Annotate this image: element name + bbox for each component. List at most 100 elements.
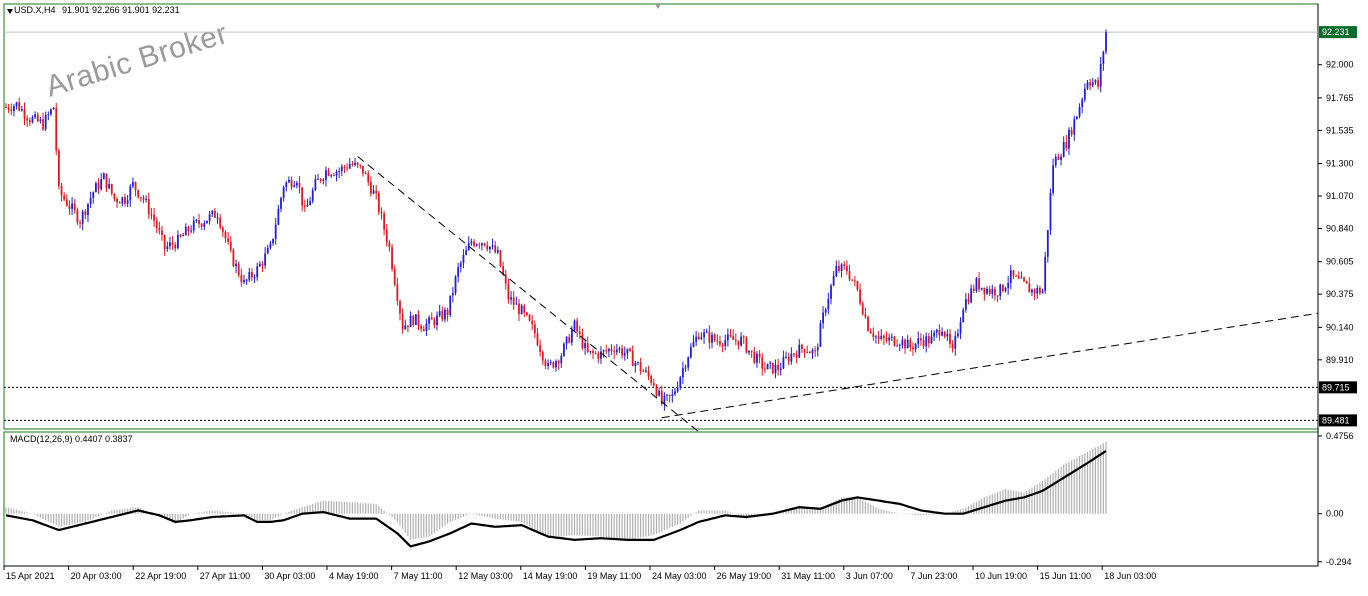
- macd-histogram: [5, 441, 1107, 540]
- bear-candle: [301, 187, 304, 206]
- bull-candle: [1076, 116, 1078, 120]
- bear-candle: [124, 197, 126, 204]
- bull-candle: [182, 235, 185, 237]
- bear-candle: [592, 350, 594, 354]
- bull-candle: [309, 201, 311, 206]
- bear-candle: [356, 162, 359, 165]
- bear-candle: [994, 288, 996, 296]
- bear-candle: [631, 350, 634, 366]
- bull-candle: [462, 254, 465, 264]
- bear-candle: [407, 325, 409, 328]
- bull-candle: [840, 264, 843, 271]
- x-tick-label: 15 Apr 2021: [6, 571, 55, 581]
- bear-candle: [526, 312, 528, 315]
- bear-candle: [155, 220, 158, 229]
- bull-candle: [724, 340, 727, 347]
- bear-candle: [753, 351, 756, 363]
- bull-candle: [626, 348, 629, 354]
- bear-candle: [351, 164, 354, 166]
- bear-candle: [647, 370, 650, 377]
- bear-candle: [533, 324, 536, 334]
- bear-candle: [552, 362, 555, 368]
- bear-candle: [544, 360, 547, 367]
- bull-candle: [169, 242, 171, 247]
- bear-candle: [803, 348, 806, 353]
- bull-candle: [34, 114, 36, 118]
- bear-candle: [441, 311, 444, 320]
- bull-candle: [584, 343, 586, 348]
- bull-candle: [253, 277, 256, 279]
- bull-candle: [1086, 82, 1089, 89]
- bull-candle: [830, 285, 832, 299]
- bull-candle: [515, 303, 518, 305]
- bull-candle: [20, 109, 23, 111]
- bear-candle: [629, 348, 631, 351]
- bear-candle: [483, 243, 486, 246]
- bear-candle: [518, 303, 520, 315]
- y-tick-label: 91.535: [1326, 125, 1354, 135]
- bear-candle: [36, 114, 39, 122]
- bear-candle: [375, 190, 378, 193]
- bear-candle: [362, 165, 364, 174]
- bear-candle: [838, 265, 840, 271]
- y-tick-label: 89.910: [1326, 355, 1354, 365]
- macd-signal-line: [5, 450, 1107, 548]
- bear-candle: [763, 368, 766, 370]
- bear-candle: [198, 220, 200, 224]
- uptrend-line: [661, 312, 1319, 419]
- bear-candle: [528, 314, 531, 321]
- bull-candle: [47, 114, 50, 116]
- bear-candle: [708, 331, 711, 343]
- bear-candle: [147, 198, 150, 215]
- x-tick-label: 14 May 19:00: [523, 571, 578, 581]
- bear-candle: [814, 350, 817, 352]
- bull-candle: [451, 292, 454, 296]
- bull-candle: [166, 246, 169, 250]
- bear-candle: [116, 198, 118, 203]
- bear-candle: [581, 333, 584, 348]
- bear-candle: [912, 347, 914, 350]
- bear-candle: [845, 266, 848, 272]
- bull-candle: [986, 288, 988, 294]
- bear-candle: [346, 167, 349, 169]
- bull-candle: [549, 362, 552, 364]
- bear-candle: [134, 181, 137, 191]
- bear-candle: [23, 109, 26, 119]
- bear-candle: [793, 353, 795, 355]
- bull-candle: [243, 279, 245, 283]
- price-pane-frame: [3, 3, 1319, 430]
- bear-candle: [7, 107, 10, 110]
- bull-candle: [811, 350, 814, 354]
- bear-candle: [1097, 80, 1099, 87]
- bull-candle: [404, 325, 407, 330]
- bear-candle: [668, 394, 671, 397]
- bear-candle: [893, 336, 896, 346]
- bear-candle: [758, 353, 761, 358]
- bear-candle: [240, 275, 243, 283]
- chevron-down-icon[interactable]: [7, 9, 13, 14]
- bull-candle: [975, 278, 978, 291]
- bull-candle: [428, 317, 430, 324]
- bull-candle: [184, 226, 187, 236]
- y-tick-label: 91.765: [1326, 93, 1354, 103]
- bull-candle: [980, 287, 983, 290]
- bull-candle: [819, 323, 822, 347]
- bull-candle: [1060, 156, 1062, 160]
- bear-candle: [734, 339, 737, 341]
- bull-candle: [459, 263, 462, 267]
- bull-candle: [700, 337, 703, 339]
- y-tick-label: 90.605: [1326, 257, 1354, 267]
- bear-candle: [1089, 82, 1092, 86]
- bull-candle: [470, 241, 473, 244]
- bear-candle: [1065, 142, 1068, 149]
- bull-candle: [195, 220, 198, 222]
- bull-candle: [822, 312, 824, 324]
- bear-candle: [113, 193, 116, 199]
- y-tick-label: 92.000: [1326, 60, 1354, 70]
- x-tick-label: 15 Jun 11:00: [1040, 571, 1091, 581]
- bear-candle: [787, 356, 790, 362]
- bear-candle: [57, 150, 60, 187]
- bull-candle: [44, 114, 47, 130]
- bear-candle: [877, 336, 880, 339]
